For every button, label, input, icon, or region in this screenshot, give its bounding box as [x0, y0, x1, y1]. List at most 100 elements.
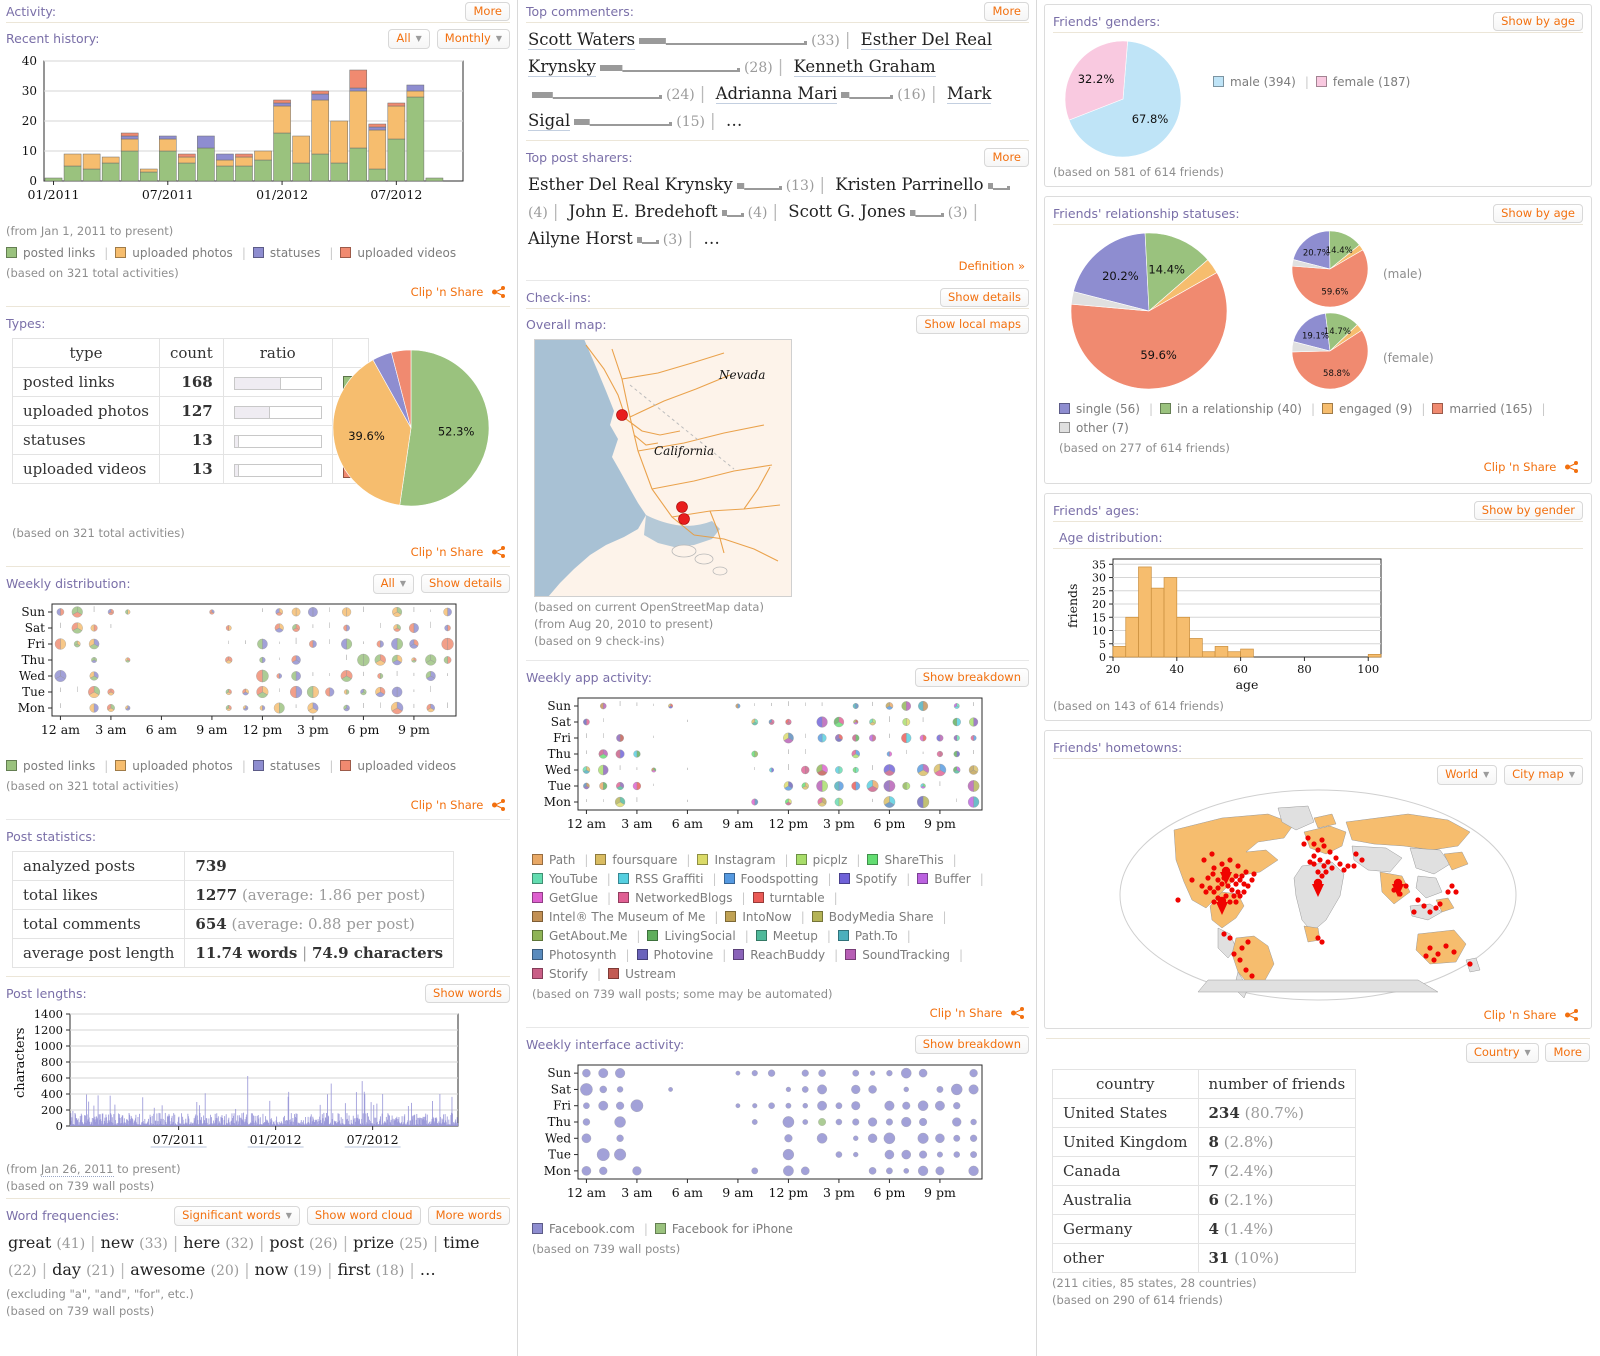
- show-local-maps-button[interactable]: Show local maps: [916, 315, 1029, 334]
- legend-label: Photosynth: [549, 948, 617, 962]
- weekly-app-activity-title: Weekly app activity:: [526, 670, 652, 685]
- left-column: Activity: More Recent history: All ▼ Mont…: [0, 0, 516, 1318]
- person-name[interactable]: Kenneth Graham: [793, 57, 936, 77]
- post-statistics-header: Post statistics:: [6, 825, 510, 847]
- word[interactable]: new: [100, 1233, 135, 1252]
- svg-text:Fri: Fri: [27, 637, 45, 651]
- recent-history-filter-period[interactable]: Monthly ▼: [436, 29, 510, 49]
- word[interactable]: great: [8, 1233, 52, 1252]
- legend-item: Instagram: [697, 853, 776, 867]
- type-name: statuses: [12, 425, 160, 455]
- svg-text:80: 80: [1297, 662, 1312, 676]
- hometowns-scope-dropdown[interactable]: World ▼: [1437, 765, 1498, 785]
- activity-section: Activity: More Recent history: All ▼ Mont…: [0, 0, 516, 820]
- legend-label: Instagram: [714, 853, 776, 867]
- list-ellipsis[interactable]: …: [703, 229, 720, 248]
- person-name[interactable]: Scott Waters: [528, 30, 636, 50]
- definition-link[interactable]: Definition »: [958, 259, 1025, 273]
- weekly-app-activity-show-breakdown[interactable]: Show breakdown: [914, 668, 1029, 687]
- person-name[interactable]: Adrianna Mari: [715, 84, 838, 104]
- word[interactable]: first: [337, 1260, 371, 1279]
- list-ellipsis[interactable]: …: [725, 111, 743, 130]
- checkins-show-details[interactable]: Show details: [940, 288, 1029, 307]
- person-name[interactable]: Esther Del Real Krynsky: [528, 175, 733, 194]
- post-lengths-start-date[interactable]: Jan 26, 2011: [40, 1162, 114, 1177]
- word[interactable]: awesome: [130, 1260, 206, 1279]
- svg-text:6 am: 6 am: [146, 722, 177, 737]
- legend-label: posted links: [23, 246, 96, 260]
- sparkline-icon: [532, 92, 662, 99]
- top-commenters-more-button[interactable]: More: [984, 2, 1029, 21]
- country-scope-dropdown[interactable]: Country ▼: [1465, 1043, 1539, 1063]
- separator: |: [432, 1233, 439, 1252]
- post-lengths-show-words[interactable]: Show words: [425, 984, 510, 1003]
- legend-item: statuses: [252, 246, 320, 260]
- person-name[interactable]: Mark Sigal: [528, 84, 992, 131]
- clip-n-share-activity[interactable]: Clip 'n Share: [6, 280, 510, 301]
- weekly-interface-activity-show-breakdown[interactable]: Show breakdown: [914, 1035, 1029, 1054]
- person-count: (3): [662, 232, 683, 248]
- clip-n-share-types[interactable]: Clip 'n Share: [6, 540, 510, 561]
- word[interactable]: post: [269, 1233, 304, 1252]
- word[interactable]: now: [254, 1260, 289, 1279]
- person-name[interactable]: Esther Del Real Krynsky: [528, 30, 993, 77]
- clip-n-share-weekly[interactable]: Clip 'n Share: [6, 793, 510, 814]
- overall-map-title: Overall map:: [526, 317, 607, 332]
- type-count: 168: [158, 367, 224, 397]
- word[interactable]: day: [52, 1260, 81, 1279]
- legend-swatch-icon: [6, 760, 17, 771]
- legend-label: RSS Graffiti: [634, 872, 704, 886]
- weekly-distribution-show-details[interactable]: Show details: [421, 574, 510, 593]
- legend-label: Facebook for iPhone: [671, 1222, 793, 1236]
- friends-relationship-show-by-age[interactable]: Show by age: [1493, 204, 1583, 223]
- person-name[interactable]: Kristen Parrinello: [835, 175, 984, 194]
- pie-slice-label: 20.7%: [1303, 249, 1330, 259]
- legend-label: Buffer: [934, 872, 971, 886]
- clip-n-share-app-activity[interactable]: Clip 'n Share: [526, 1001, 1029, 1022]
- activity-legend: posted links | uploaded photos | statuses | up…: [6, 244, 510, 263]
- friends-ages-show-by-gender[interactable]: Show by gender: [1473, 501, 1583, 520]
- right-column: Friends' genders: Show by age 67.8% 32.2%…: [1038, 0, 1598, 1307]
- svg-text:Sun: Sun: [547, 1066, 571, 1080]
- top-post-sharers-more-button[interactable]: More: [984, 148, 1029, 167]
- top-post-sharers-title: Top post sharers:: [526, 150, 633, 165]
- word[interactable]: time: [443, 1233, 480, 1252]
- svg-text:3 am: 3 am: [621, 816, 652, 831]
- weekly-distribution-title: Weekly distribution:: [6, 576, 131, 591]
- legend-swatch-icon: [723, 873, 735, 884]
- word[interactable]: prize: [353, 1233, 395, 1252]
- type-count: 127: [158, 396, 224, 426]
- hometowns-world-map[interactable]: [1118, 788, 1518, 1003]
- word-frequencies-ellipsis[interactable]: …: [419, 1260, 436, 1279]
- country-friend-count: 4 (1.4%): [1197, 1214, 1357, 1244]
- legend-swatch-icon: [917, 873, 929, 884]
- checkins-map[interactable]: Nevada California: [534, 339, 792, 597]
- hometowns-map-dropdown[interactable]: City map ▼: [1504, 765, 1583, 785]
- legend-item: GetAbout.Me: [532, 929, 627, 943]
- friends-genders-show-by-age[interactable]: Show by age: [1493, 12, 1583, 31]
- activity-more-button[interactable]: More: [465, 2, 510, 21]
- top-commenters-header: Top commenters: More: [526, 0, 1029, 23]
- word-frequencies-header: Word frequencies: Significant words ▼ Sho…: [6, 1204, 510, 1226]
- legend-label: Storify: [549, 967, 589, 981]
- weekly-distribution-filter-all[interactable]: All ▼: [372, 574, 415, 594]
- legend-label: married (165): [1449, 402, 1533, 416]
- country-more-button[interactable]: More: [1545, 1043, 1590, 1062]
- clip-n-share-relationship[interactable]: Clip 'n Share: [1053, 455, 1583, 476]
- legend-item: Path.To: [837, 929, 898, 943]
- person-name[interactable]: Scott G. Jones: [788, 202, 906, 221]
- person-name[interactable]: John E. Bredehoft: [568, 202, 718, 221]
- word[interactable]: here: [183, 1233, 221, 1252]
- word-frequencies-show-cloud[interactable]: Show word cloud: [306, 1206, 421, 1225]
- word-frequencies-more[interactable]: More words: [427, 1206, 510, 1225]
- clip-n-share-hometowns[interactable]: Clip 'n Share: [1053, 1003, 1583, 1024]
- recent-history-filter-all[interactable]: All ▼: [388, 29, 430, 49]
- table-row: Canada 7 (2.4%): [1052, 1156, 1357, 1186]
- legend-label: Path: [549, 853, 576, 867]
- svg-text:1000: 1000: [34, 1039, 63, 1053]
- word-frequencies-mode[interactable]: Significant words ▼: [174, 1206, 300, 1226]
- person-name[interactable]: Ailyne Horst: [528, 229, 633, 248]
- separator: |: [687, 229, 694, 248]
- legend-item: SoundTracking: [845, 948, 950, 962]
- separator: |: [699, 84, 706, 103]
